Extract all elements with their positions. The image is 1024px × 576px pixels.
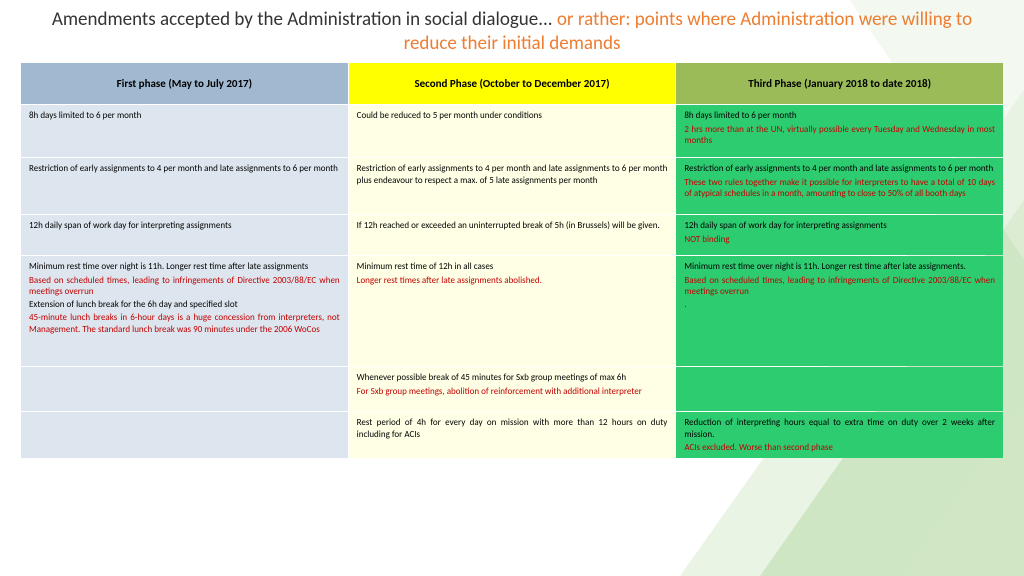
cell-line: These two rules together make it possibl… <box>684 177 995 200</box>
cell-line: . <box>684 299 995 310</box>
cell-line: 12h daily span of work day for interpret… <box>684 220 995 231</box>
table-cell <box>676 367 1003 411</box>
table-cell: 8h days limited to 6 per month <box>21 105 348 157</box>
cell-line: For Sxb group meetings, abolition of rei… <box>357 386 668 397</box>
column-header-phase3: Third Phase (January 2018 to date 2018) <box>676 63 1003 105</box>
cell-line: Minimum rest time over night is 11h. Lon… <box>29 261 340 272</box>
cell-line: Minimum rest time over night is 11h. Lon… <box>684 261 995 272</box>
table-cell: Minimum rest time over night is 11h. Lon… <box>21 256 348 366</box>
table-row: Rest period of 4h for every day on missi… <box>21 412 1003 458</box>
title-part-1: Amendments accepted by the Administratio… <box>52 8 557 31</box>
table-cell: If 12h reached or exceeded an uninterrup… <box>349 215 676 255</box>
comparison-table-container: First phase (May to July 2017) Second Ph… <box>0 62 1024 460</box>
table-cell: Whenever possible break of 45 minutes fo… <box>349 367 676 411</box>
comparison-table: First phase (May to July 2017) Second Ph… <box>20 62 1004 460</box>
cell-line: Rest period of 4h for every day on missi… <box>357 417 668 440</box>
table-cell: Rest period of 4h for every day on missi… <box>349 412 676 458</box>
cell-line: Restriction of early assignments to 4 pe… <box>29 163 340 174</box>
cell-line: 8h days limited to 6 per month <box>29 110 340 121</box>
table-cell: Restriction of early assignments to 4 pe… <box>349 158 676 214</box>
cell-line: Restriction of early assignments to 4 pe… <box>684 163 995 174</box>
table-row: Restriction of early assignments to 4 pe… <box>21 158 1003 214</box>
cell-line: If 12h reached or exceeded an uninterrup… <box>357 220 668 231</box>
page-title: Amendments accepted by the Administratio… <box>0 0 1024 62</box>
cell-line: Minimum rest time of 12h in all cases <box>357 261 668 272</box>
table-cell: Reduction of interpreting hours equal to… <box>676 412 1003 458</box>
table-cell: 8h days limited to 6 per month 2 hrs more… <box>676 105 1003 157</box>
cell-line: Could be reduced to 5 per month under co… <box>357 110 668 121</box>
table-cell: Minimum rest time over night is 11h. Lon… <box>676 256 1003 366</box>
cell-line: 45-minute lunch breaks in 6-hour days is… <box>29 312 340 335</box>
column-header-phase1: First phase (May to July 2017) <box>21 63 348 105</box>
cell-line: 12h daily span of work day for interpret… <box>29 220 340 231</box>
cell-line: Longer rest times after late assignments… <box>357 275 668 286</box>
column-header-phase2: Second Phase (October to December 2017) <box>349 63 676 105</box>
table-row: Whenever possible break of 45 minutes fo… <box>21 367 1003 411</box>
cell-line: NOT binding <box>684 234 995 245</box>
cell-line: Based on scheduled times, leading to inf… <box>684 275 995 298</box>
table-cell: 12h daily span of work day for interpret… <box>676 215 1003 255</box>
table-cell: Minimum rest time of 12h in all cases Lon… <box>349 256 676 366</box>
table-cell: Could be reduced to 5 per month under co… <box>349 105 676 157</box>
cell-line: Extension of lunch break for the 6h day … <box>29 299 340 310</box>
table-row: 12h daily span of work day for interpret… <box>21 215 1003 255</box>
table-cell: 12h daily span of work day for interpret… <box>21 215 348 255</box>
table-cell <box>21 412 348 458</box>
cell-line: ACIs excluded. Worse than second phase <box>684 442 995 453</box>
cell-line: Reduction of interpreting hours equal to… <box>684 417 995 440</box>
cell-line: 2 hrs more than at the UN, virtually pos… <box>684 124 995 147</box>
table-row: Minimum rest time over night is 11h. Lon… <box>21 256 1003 366</box>
cell-line: Based on scheduled times, leading to inf… <box>29 275 340 298</box>
table-cell: Restriction of early assignments to 4 pe… <box>21 158 348 214</box>
cell-line: Whenever possible break of 45 minutes fo… <box>357 372 668 383</box>
cell-line: 8h days limited to 6 per month <box>684 110 995 121</box>
cell-line: Restriction of early assignments to 4 pe… <box>357 163 668 186</box>
table-cell <box>21 367 348 411</box>
table-cell: Restriction of early assignments to 4 pe… <box>676 158 1003 214</box>
table-row: 8h days limited to 6 per month Could be r… <box>21 105 1003 157</box>
